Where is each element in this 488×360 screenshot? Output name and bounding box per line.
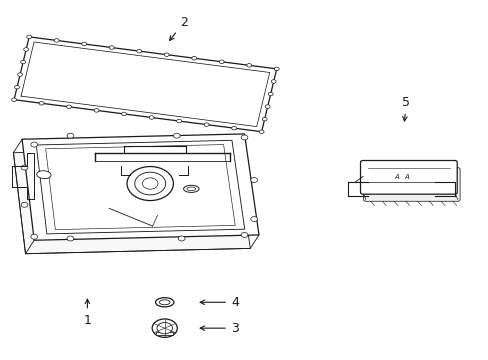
Circle shape [250,216,257,221]
Circle shape [176,119,181,123]
Circle shape [67,236,74,241]
Circle shape [152,319,177,337]
Circle shape [127,167,173,201]
Circle shape [142,178,158,189]
Circle shape [264,105,269,108]
Circle shape [21,165,28,170]
Circle shape [137,49,142,53]
Circle shape [67,133,74,138]
Text: 2: 2 [169,16,187,40]
Circle shape [135,172,165,195]
Circle shape [178,236,184,241]
Polygon shape [156,332,173,334]
Circle shape [219,60,224,64]
Polygon shape [22,134,259,240]
Text: A: A [403,174,408,180]
FancyBboxPatch shape [363,168,459,201]
Text: A: A [394,174,398,180]
Circle shape [122,112,126,116]
Circle shape [31,142,38,147]
Text: 4: 4 [200,296,238,309]
Text: 5: 5 [402,95,409,121]
Ellipse shape [37,171,51,179]
Circle shape [149,116,154,119]
Circle shape [246,64,251,67]
Circle shape [241,233,247,238]
Circle shape [20,60,25,64]
Circle shape [250,177,257,183]
Circle shape [173,133,180,138]
Circle shape [109,46,114,49]
Polygon shape [13,147,250,254]
Circle shape [191,57,196,60]
Ellipse shape [183,185,199,192]
Circle shape [18,73,22,76]
Ellipse shape [159,300,170,305]
Circle shape [39,102,44,105]
Circle shape [231,126,236,130]
Ellipse shape [155,298,174,307]
Circle shape [268,92,273,96]
Ellipse shape [186,187,195,191]
Circle shape [15,85,20,89]
Circle shape [81,42,86,46]
Circle shape [274,67,279,71]
Circle shape [24,48,28,51]
Circle shape [204,123,208,126]
Circle shape [262,117,266,121]
Circle shape [12,98,17,102]
Circle shape [54,39,59,42]
Circle shape [66,105,71,109]
FancyBboxPatch shape [360,161,456,194]
Circle shape [21,202,28,207]
Circle shape [31,234,38,239]
Circle shape [27,35,32,39]
Circle shape [241,135,247,140]
Circle shape [164,53,169,57]
Circle shape [271,80,276,83]
Circle shape [259,130,264,134]
Text: 3: 3 [200,321,238,335]
Circle shape [94,109,99,112]
Circle shape [157,323,172,334]
Text: 1: 1 [83,299,91,327]
